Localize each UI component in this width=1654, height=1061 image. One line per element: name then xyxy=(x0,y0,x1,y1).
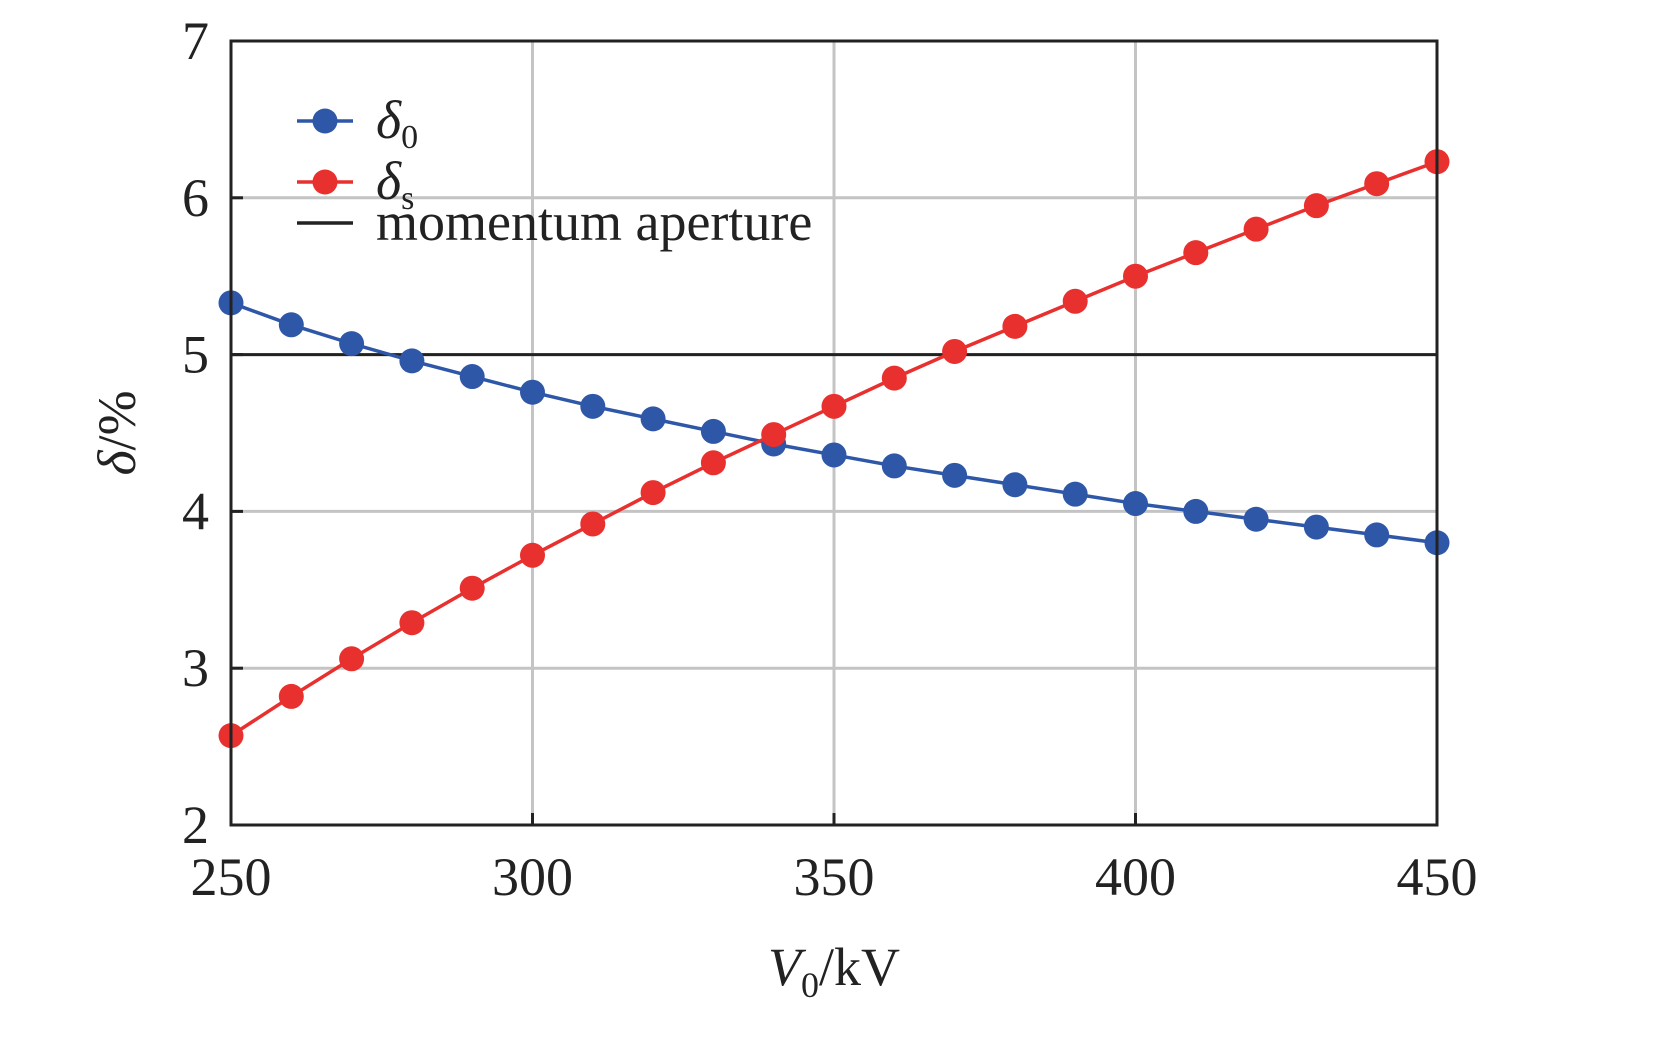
data-point-1-300 xyxy=(520,542,545,568)
x-axis-title: V0/kV xyxy=(768,937,900,1005)
data-point-0-270 xyxy=(339,331,365,357)
data-point-0-360 xyxy=(881,453,907,479)
x-tick-label-300: 300 xyxy=(492,847,573,907)
data-point-0-410 xyxy=(1183,498,1209,524)
x-axis-unit: /kV xyxy=(819,937,900,997)
tick-marks xyxy=(229,39,1439,827)
data-point-0-430 xyxy=(1303,514,1329,540)
data-point-1-410 xyxy=(1183,240,1209,266)
data-point-0-260 xyxy=(278,312,304,338)
x-tick-label-350: 350 xyxy=(794,847,875,907)
data-point-0-290 xyxy=(459,364,485,390)
data-point-0-310 xyxy=(580,393,606,419)
y-axis-symbol: δ xyxy=(87,450,147,476)
data-point-1-420 xyxy=(1243,216,1269,242)
legend-label-1: δs xyxy=(376,151,414,217)
data-point-0-420 xyxy=(1243,506,1269,532)
data-point-1-260 xyxy=(278,683,304,709)
data-point-1-340 xyxy=(761,422,787,448)
data-point-1-320 xyxy=(640,480,666,506)
series-1 xyxy=(218,149,1450,749)
data-point-0-320 xyxy=(640,406,666,432)
y-axis-title: δ/% xyxy=(87,390,147,475)
data-point-0-400 xyxy=(1123,491,1148,517)
data-point-1-350 xyxy=(821,393,847,419)
data-point-1-310 xyxy=(580,511,606,537)
y-tick-label-6: 6 xyxy=(182,168,209,228)
data-point-1-280 xyxy=(399,610,425,636)
data-point-1-430 xyxy=(1303,193,1329,219)
data-point-0-300 xyxy=(520,379,545,405)
legend-marker-0 xyxy=(312,108,338,134)
data-point-0-350 xyxy=(821,442,847,468)
legend-label-aperture: momentum aperture xyxy=(376,192,812,252)
data-point-0-280 xyxy=(399,348,425,374)
data-point-1-390 xyxy=(1062,288,1088,314)
y-tick-label-7: 7 xyxy=(182,11,209,71)
data-point-0-390 xyxy=(1062,481,1088,507)
legend-subscript-1: s xyxy=(401,180,414,217)
data-point-0-370 xyxy=(942,462,968,488)
data-point-0-440 xyxy=(1364,522,1390,548)
x-axis-symbol: V xyxy=(768,937,807,997)
tick-labels: 250 300 350 400 450 2 3 4 5 6 7 xyxy=(182,11,1478,907)
data-point-1-360 xyxy=(881,365,907,391)
x-axis-subscript: 0 xyxy=(801,965,819,1005)
x-tick-label-250: 250 xyxy=(191,847,272,907)
legend-symbol-0: δ xyxy=(376,90,402,150)
x-tick-label-450: 450 xyxy=(1397,847,1478,907)
y-axis-unit: /% xyxy=(87,390,147,450)
series-0 xyxy=(218,290,1450,556)
data-point-1-290 xyxy=(459,575,485,601)
y-tick-label-5: 5 xyxy=(182,325,209,385)
y-tick-label-2: 2 xyxy=(182,795,209,855)
legend-subscript-0: 0 xyxy=(401,119,418,156)
y-tick-label-3: 3 xyxy=(182,638,209,698)
data-point-1-370 xyxy=(942,338,968,364)
legend-symbol-1: δ xyxy=(376,151,402,211)
data-point-1-440 xyxy=(1364,171,1390,197)
data-point-1-330 xyxy=(700,450,726,476)
data-point-0-380 xyxy=(1002,472,1028,498)
legend-marker-1 xyxy=(312,169,338,195)
legend-label-0: δ0 xyxy=(376,90,418,156)
data-point-0-330 xyxy=(700,418,726,444)
data-point-1-380 xyxy=(1002,313,1028,339)
x-tick-label-400: 400 xyxy=(1095,847,1176,907)
y-tick-label-4: 4 xyxy=(182,481,209,541)
data-point-1-270 xyxy=(339,646,365,672)
data-point-1-400 xyxy=(1123,263,1148,289)
series-group xyxy=(218,149,1450,749)
